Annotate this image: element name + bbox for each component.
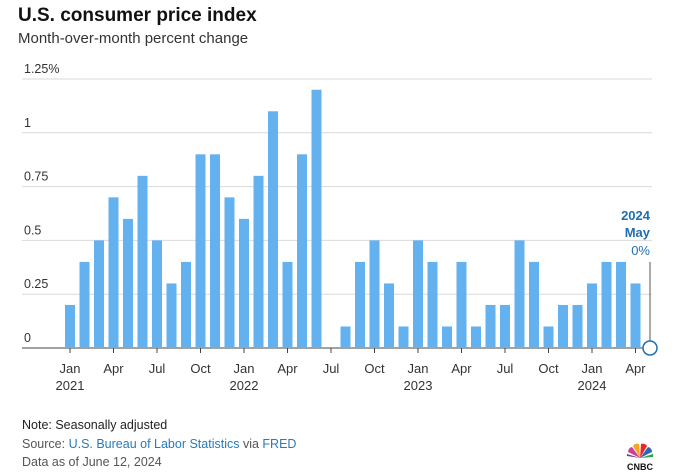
bar	[297, 154, 307, 348]
bar-series	[65, 89, 641, 348]
bar	[166, 283, 177, 348]
x-tick-label: Apr	[451, 361, 472, 376]
chart-subtitle: Month-over-month percent change	[18, 30, 249, 47]
bar	[514, 240, 525, 348]
y-tick-label: 0.5	[24, 223, 41, 237]
y-tick-label: 0.75	[24, 170, 48, 184]
x-year-label: 2023	[404, 378, 433, 393]
source-link-fred[interactable]: FRED	[262, 437, 297, 451]
y-tick-label: 0.25	[24, 277, 48, 291]
bar	[239, 218, 249, 348]
x-tick-label: Apr	[625, 361, 646, 376]
footnote: Note: Seasonally adjusted	[22, 418, 168, 432]
x-tick-label: Jan	[60, 361, 81, 376]
bar	[558, 304, 568, 348]
bar	[311, 89, 322, 348]
x-tick-label: Oct	[538, 361, 559, 376]
annotation-year: 2024	[621, 208, 651, 223]
bar	[427, 261, 438, 348]
bar	[340, 326, 351, 348]
annotation-marker	[642, 340, 658, 356]
bar	[108, 197, 119, 348]
bar	[384, 283, 394, 348]
bar	[253, 175, 264, 348]
y-tick-label: 1	[24, 116, 31, 130]
bar	[181, 261, 191, 348]
bar	[572, 304, 583, 348]
bar	[210, 154, 220, 348]
data-as-of: Data as of June 12, 2024	[22, 455, 162, 469]
chart-title: U.S. consumer price index	[18, 5, 257, 26]
bar	[137, 175, 148, 348]
x-year-label: 2024	[578, 378, 607, 393]
bar	[500, 304, 510, 348]
x-tick-label: Jul	[323, 361, 340, 376]
bar	[413, 240, 423, 348]
bar	[442, 326, 452, 348]
bar	[79, 261, 90, 348]
bar	[355, 261, 365, 348]
bar	[601, 261, 612, 348]
y-tick-label: 0	[24, 331, 31, 345]
bar	[543, 326, 554, 348]
x-tick-label: Jan	[582, 361, 603, 376]
x-year-label: 2022	[230, 378, 259, 393]
bar	[268, 111, 278, 348]
x-tick-label: Apr	[103, 361, 124, 376]
bar	[485, 304, 496, 348]
logo-text: CNBC	[627, 462, 653, 472]
bar	[616, 261, 626, 348]
bar	[224, 197, 235, 348]
bar	[282, 261, 293, 348]
bar	[152, 240, 162, 348]
bar	[94, 240, 104, 348]
bar	[195, 154, 206, 348]
bar	[471, 326, 481, 348]
bar	[630, 283, 641, 348]
cnbc-logo: CNBC	[626, 443, 653, 472]
x-tick-label: Jan	[234, 361, 255, 376]
x-tick-label: Oct	[364, 361, 385, 376]
y-tick-label: 1.25%	[24, 62, 59, 76]
latest-annotation: 2024 May 0%	[621, 208, 658, 356]
annotation-value: 0%	[631, 243, 650, 258]
source-prefix: Source:	[22, 437, 69, 451]
x-tick-label: Apr	[277, 361, 298, 376]
bar	[123, 218, 133, 348]
bar	[65, 304, 75, 348]
annotation-month: May	[625, 225, 651, 240]
x-tick-label: Jul	[497, 361, 514, 376]
source-mid: via	[239, 437, 263, 451]
source-link-bls[interactable]: U.S. Bureau of Labor Statistics	[68, 437, 240, 451]
x-year-label: 2021	[56, 378, 85, 393]
source-line: Source: U.S. Bureau of Labor Statistics …	[22, 437, 296, 451]
x-axis: Jan 2021 Apr Jul Oct Jan 2022 Apr Jul Oct Jan 2023 A…	[56, 348, 646, 393]
x-tick-label: Jul	[149, 361, 166, 376]
cpi-bar-chart: 0 0.25 0.5 0.75 1 1.25% Jan 2021 Apr Jul Oct Jan 20…	[22, 62, 658, 393]
bar	[398, 326, 409, 348]
bar	[369, 240, 380, 348]
x-tick-label: Oct	[190, 361, 211, 376]
x-tick-label: Jan	[408, 361, 429, 376]
grid-lines: 0 0.25 0.5 0.75 1 1.25%	[22, 62, 652, 349]
bar	[529, 261, 539, 348]
bar	[587, 283, 597, 348]
bar	[456, 261, 467, 348]
